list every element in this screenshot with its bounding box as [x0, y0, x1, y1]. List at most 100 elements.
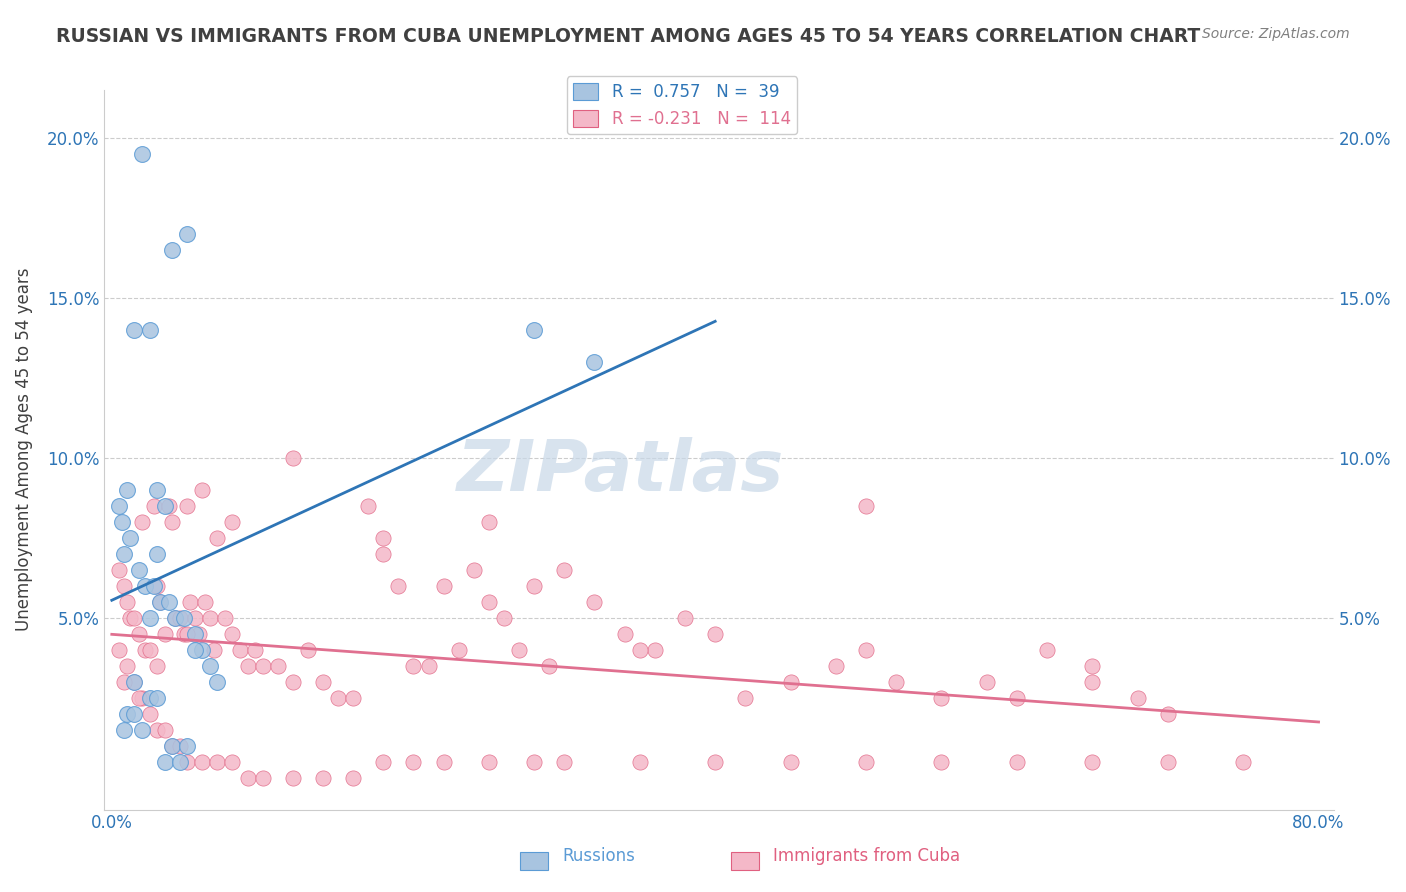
Point — [111, 515, 134, 529]
Point — [146, 723, 169, 737]
Point — [124, 323, 146, 337]
Point — [191, 483, 214, 497]
Point — [931, 755, 953, 769]
Point — [179, 594, 201, 608]
Point — [188, 626, 211, 640]
Point — [236, 771, 259, 785]
Y-axis label: Unemployment Among Ages 45 to 54 years: Unemployment Among Ages 45 to 54 years — [15, 268, 32, 632]
Point — [128, 563, 150, 577]
Text: Immigrants from Cuba: Immigrants from Cuba — [773, 847, 960, 864]
Point — [134, 642, 156, 657]
Point — [202, 642, 225, 657]
Point — [1081, 755, 1104, 769]
Point — [931, 690, 953, 705]
Point — [165, 610, 187, 624]
Point — [176, 739, 198, 753]
Point — [267, 658, 290, 673]
Point — [628, 642, 651, 657]
Point — [108, 563, 131, 577]
Point — [387, 578, 409, 592]
Point — [118, 531, 141, 545]
Point — [124, 674, 146, 689]
Point — [131, 515, 153, 529]
Point — [779, 674, 801, 689]
Point — [207, 674, 229, 689]
Point — [523, 755, 546, 769]
Point — [138, 690, 160, 705]
Point — [184, 642, 207, 657]
Point — [149, 594, 172, 608]
Point — [583, 354, 606, 368]
Point — [146, 578, 169, 592]
Point — [143, 578, 166, 592]
Point — [191, 642, 214, 657]
Text: Russions: Russions — [562, 847, 636, 864]
Text: ZIPatlas: ZIPatlas — [457, 437, 785, 506]
Point — [160, 243, 183, 257]
Point — [176, 499, 198, 513]
Point — [176, 755, 198, 769]
Point — [1005, 755, 1028, 769]
Point — [1081, 658, 1104, 673]
Point — [128, 626, 150, 640]
Point — [173, 626, 195, 640]
Point — [118, 610, 141, 624]
Point — [855, 755, 877, 769]
Point — [112, 723, 135, 737]
Point — [583, 594, 606, 608]
Point — [153, 499, 176, 513]
Point — [418, 658, 440, 673]
Point — [157, 499, 180, 513]
Point — [207, 531, 229, 545]
Point — [143, 499, 166, 513]
Point — [198, 658, 221, 673]
Point — [124, 674, 146, 689]
Point — [138, 610, 160, 624]
Legend: R =  0.757   N =  39, R = -0.231   N =  114: R = 0.757 N = 39, R = -0.231 N = 114 — [567, 77, 797, 135]
Point — [433, 578, 456, 592]
Point — [373, 547, 395, 561]
Point — [297, 642, 319, 657]
Point — [402, 755, 425, 769]
Point — [373, 531, 395, 545]
Point — [628, 755, 651, 769]
Point — [1157, 706, 1180, 721]
Point — [124, 610, 146, 624]
Point — [146, 658, 169, 673]
Point — [115, 483, 138, 497]
Point — [221, 755, 243, 769]
Point — [342, 771, 364, 785]
Text: Source: ZipAtlas.com: Source: ZipAtlas.com — [1202, 27, 1350, 41]
Point — [160, 515, 183, 529]
Point — [236, 658, 259, 673]
Point — [252, 658, 274, 673]
Point — [976, 674, 998, 689]
Point — [281, 450, 304, 465]
Point — [1081, 674, 1104, 689]
Point — [149, 594, 172, 608]
Point — [613, 626, 636, 640]
Point — [160, 739, 183, 753]
Point — [402, 658, 425, 673]
Point — [1232, 755, 1254, 769]
Point — [198, 610, 221, 624]
Point — [191, 755, 214, 769]
Point — [824, 658, 846, 673]
Point — [165, 610, 187, 624]
Point — [169, 755, 191, 769]
Point — [779, 755, 801, 769]
Point — [1126, 690, 1149, 705]
Point — [478, 755, 501, 769]
Point — [214, 610, 236, 624]
Point — [281, 771, 304, 785]
Point — [138, 642, 160, 657]
Point — [115, 594, 138, 608]
Point — [884, 674, 907, 689]
Point — [523, 323, 546, 337]
Point — [169, 610, 191, 624]
Point — [112, 547, 135, 561]
Point — [157, 594, 180, 608]
Point — [112, 674, 135, 689]
Point — [704, 626, 727, 640]
Point — [153, 626, 176, 640]
